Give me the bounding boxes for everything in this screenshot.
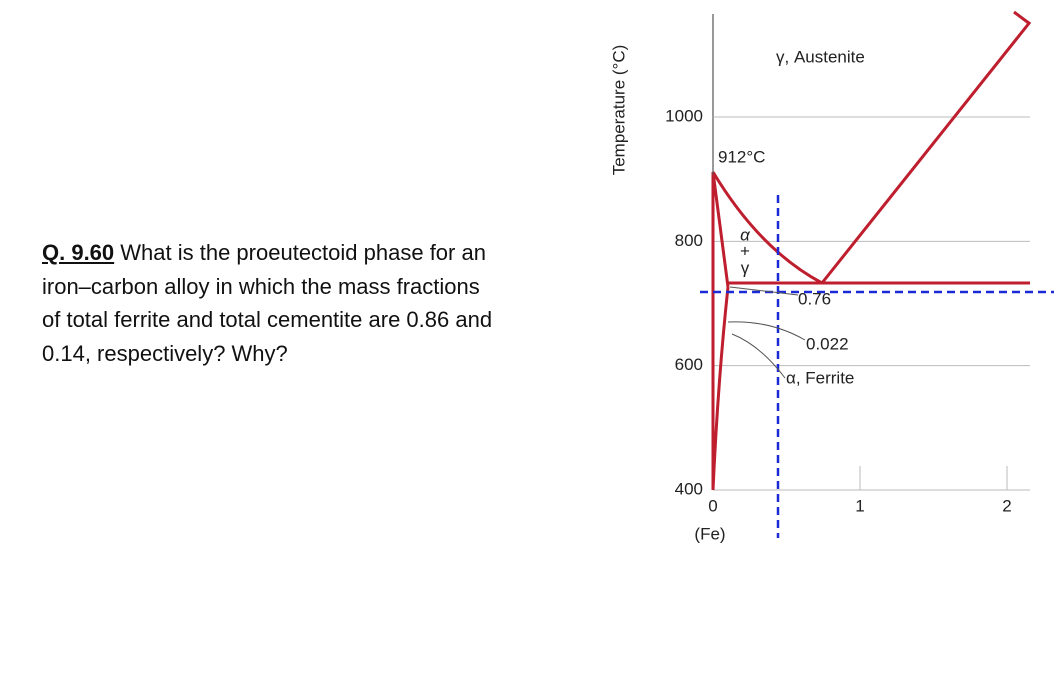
question-line: Q. 9.60 What is the proeutectoid phase f…: [42, 236, 492, 270]
y-tick-label: 1000: [665, 106, 703, 125]
annotation: 0.022: [806, 334, 849, 353]
x-tick-label: 1: [855, 496, 864, 515]
y-tick-label: 600: [675, 355, 703, 374]
x-tick-label: 0: [708, 496, 717, 515]
question-line: iron–carbon alloy in which the mass frac…: [42, 273, 480, 299]
y-tick-label: 400: [675, 479, 703, 498]
pointer: [731, 333, 786, 379]
question-line: 0.14, respectively? Why?: [42, 340, 288, 366]
question-text: What is the proeutectoid phase for an: [120, 240, 486, 265]
annotation: 912°C: [718, 147, 765, 166]
pointer: [727, 321, 806, 341]
acm-line: [820, 21, 1032, 284]
x-origin-label: (Fe): [694, 524, 725, 543]
gamma-boundary: [711, 171, 823, 285]
y-axis-label: Temperature (°C): [609, 45, 628, 176]
annotation: γ, Austenite: [776, 47, 865, 66]
question-number: Q. 9.60: [42, 240, 115, 265]
question-line: of total ferrite and total cementite are…: [42, 307, 493, 332]
annotation: 0.76: [798, 289, 831, 308]
ticks: 400 600 800 1000 0 1 2: [665, 106, 1030, 515]
x-tick-label: 2: [1002, 496, 1011, 515]
y-tick-label: 800: [675, 231, 703, 250]
pointer: [729, 286, 799, 296]
upper-boundary: [1013, 10, 1031, 26]
alpha-boundary: [711, 171, 730, 288]
solvus: [711, 286, 730, 491]
annotation: +: [740, 241, 750, 260]
question: Q. 9.60 What is the proeutectoid phase f…: [42, 236, 492, 370]
annotation: γ: [741, 258, 750, 277]
annotation: α: [740, 225, 751, 244]
annotation: α, Ferrite: [786, 368, 854, 387]
